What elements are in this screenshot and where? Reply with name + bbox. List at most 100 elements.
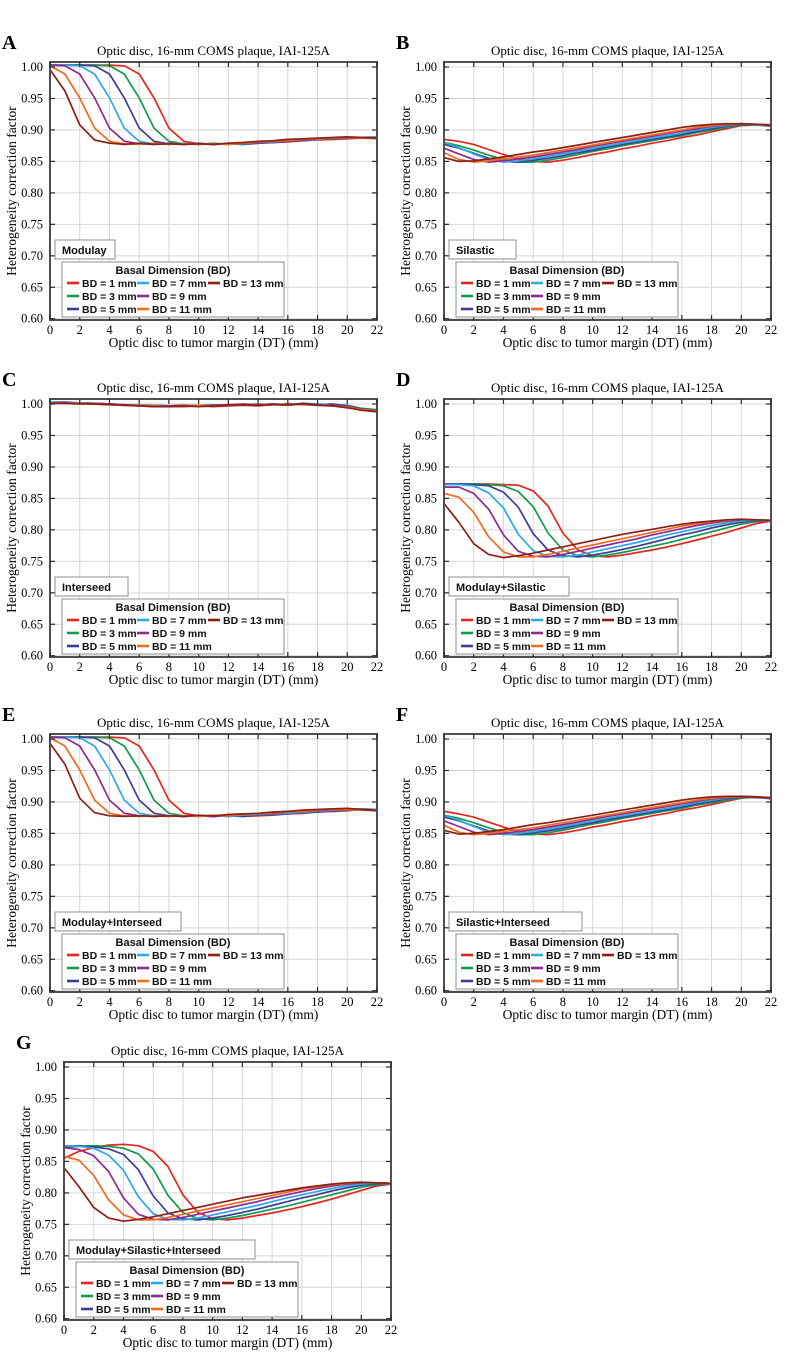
legend-entry-bd-11-mm: BD = 11 mm: [546, 641, 606, 653]
legend-entry-bd-3-mm: BD = 3 mm: [82, 291, 137, 303]
y-tick-label: 0.90: [415, 123, 437, 137]
y-tick-label: 0.90: [415, 795, 437, 809]
panel-C-y-axis-label: Heterogeneity correction factor: [4, 443, 19, 613]
legend-entry-bd-13-mm: BD = 13 mm: [223, 950, 283, 962]
legend-entry-bd-11-mm: BD = 11 mm: [546, 304, 606, 316]
x-tick-label: 20: [355, 1323, 368, 1337]
legend-entry-bd-13-mm: BD = 13 mm: [617, 615, 677, 627]
legend-entry-bd-13-mm: BD = 13 mm: [223, 615, 283, 627]
panel-A-y-axis-label: Heterogeneity correction factor: [4, 106, 19, 276]
panel-E-y-axis-label: Heterogeneity correction factor: [4, 778, 19, 948]
panel-E: 0 2 4 6 8 10 12 14 16 18 20 22 1.00 0.95 0.90 0.85 0.80 0…: [0, 700, 390, 1030]
y-tick-label: 0.65: [415, 952, 437, 966]
y-tick-label: 0.75: [21, 554, 43, 568]
y-tick-label: 0.90: [21, 795, 43, 809]
y-tick-label: 0.65: [415, 280, 437, 294]
y-tick-label: 0.90: [21, 123, 43, 137]
legend-entry-bd-5-mm: BD = 5 mm: [82, 641, 137, 653]
x-tick-label: 0: [441, 995, 447, 1009]
y-tick-label: 0.60: [415, 984, 437, 998]
y-tick-label: 0.95: [21, 763, 43, 777]
y-tick-label: 0.60: [21, 649, 43, 663]
curve-bd-5-mm: [443, 483, 772, 558]
y-tick-label: 0.70: [21, 921, 43, 935]
x-tick-label: 0: [441, 660, 447, 674]
x-tick-label: 22: [371, 660, 384, 674]
x-tick-label: 16: [676, 323, 689, 337]
y-tick-label: 0.75: [21, 889, 43, 903]
x-tick-label: 8: [560, 323, 566, 337]
y-tick-label: 0.60: [35, 1312, 57, 1326]
panel-D: 0 2 4 6 8 10 12 14 16 18 20 22 1.00 0.95 0.90 0.85 0.80 0…: [394, 365, 784, 695]
plot-frame: [443, 61, 772, 321]
x-tick-label: 10: [586, 323, 599, 337]
legend-entry-bd-11-mm: BD = 11 mm: [152, 641, 212, 653]
x-tick-label: 18: [705, 660, 718, 674]
plaque-label: Interseed: [62, 582, 111, 594]
y-tick-label: 1.00: [415, 732, 437, 746]
legend-entry-bd-11-mm: BD = 11 mm: [546, 976, 606, 988]
panel-letter-C: C: [2, 369, 17, 391]
legend-entry-bd-5-mm: BD = 5 mm: [476, 641, 531, 653]
legend-entry-bd-13-mm: BD = 13 mm: [617, 278, 677, 290]
plaque-label-box: [68, 1239, 256, 1260]
panel-G-title: Optic disc, 16-mm COMS plaque, IAI-125A: [111, 1043, 344, 1058]
x-tick-label: 2: [77, 660, 83, 674]
y-tick-label: 0.60: [415, 649, 437, 663]
x-tick-label: 12: [222, 660, 235, 674]
x-tick-label: 16: [676, 660, 689, 674]
curve-bd-5-mm: [63, 1144, 392, 1221]
x-tick-label: 22: [765, 323, 778, 337]
y-tick-label: 0.60: [21, 984, 43, 998]
x-tick-label: 2: [77, 323, 83, 337]
legend-box: [455, 598, 679, 655]
y-tick-label: 0.90: [415, 460, 437, 474]
x-tick-label: 2: [471, 323, 477, 337]
y-tick-label: 0.80: [21, 523, 43, 537]
y-tick-label: 0.65: [21, 280, 43, 294]
panel-letter-A: A: [2, 32, 17, 54]
y-tick-label: 0.60: [21, 312, 43, 326]
x-tick-label: 20: [341, 323, 354, 337]
legend-entry-bd-7-mm: BD = 7 mm: [546, 950, 601, 962]
x-tick-label: 22: [371, 995, 384, 1009]
panel-A-x-axis-label: Optic disc to tumor margin (DT) (mm): [108, 335, 319, 350]
curve-bd-1-mm: [63, 1143, 392, 1221]
x-tick-label: 8: [560, 660, 566, 674]
panel-G-x-axis-label: Optic disc to tumor margin (DT) (mm): [122, 1335, 333, 1350]
plaque-label: Modulay+Interseed: [62, 917, 162, 929]
x-tick-label: 2: [471, 660, 477, 674]
x-tick-label: 16: [282, 323, 295, 337]
x-tick-label: 10: [206, 1323, 219, 1337]
plot-frame: [63, 1061, 392, 1321]
y-tick-label: 0.80: [21, 186, 43, 200]
y-tick-label: 0.65: [415, 617, 437, 631]
x-tick-label: 22: [765, 660, 778, 674]
plaque-label: Modulay+Silastic: [456, 582, 546, 594]
y-tick-label: 1.00: [21, 397, 43, 411]
x-tick-label: 14: [252, 995, 265, 1009]
curve-bd-1-mm: [443, 796, 772, 836]
x-tick-label: 12: [616, 660, 629, 674]
x-tick-label: 4: [500, 995, 507, 1009]
x-tick-label: 10: [192, 660, 205, 674]
x-tick-label: 4: [120, 1323, 127, 1337]
y-tick-label: 0.65: [21, 952, 43, 966]
y-tick-label: 0.80: [35, 1186, 57, 1200]
y-tick-label: 0.80: [21, 858, 43, 872]
legend-box: [61, 933, 285, 990]
y-tick-label: 1.00: [21, 60, 43, 74]
x-tick-label: 8: [180, 1323, 186, 1337]
y-tick-label: 0.80: [415, 858, 437, 872]
legend-entry-bd-1-mm: BD = 1 mm: [476, 615, 531, 627]
legend-entry-bd-9-mm: BD = 9 mm: [152, 291, 207, 303]
x-tick-label: 18: [325, 1323, 338, 1337]
legend-title: Basal Dimension (BD): [116, 602, 231, 614]
x-tick-label: 6: [530, 995, 536, 1009]
x-tick-label: 2: [77, 995, 83, 1009]
x-tick-label: 8: [560, 995, 566, 1009]
y-tick-label: 0.85: [415, 154, 437, 168]
legend-title: Basal Dimension (BD): [116, 265, 231, 277]
y-tick-label: 0.85: [21, 826, 43, 840]
x-tick-label: 0: [61, 1323, 67, 1337]
